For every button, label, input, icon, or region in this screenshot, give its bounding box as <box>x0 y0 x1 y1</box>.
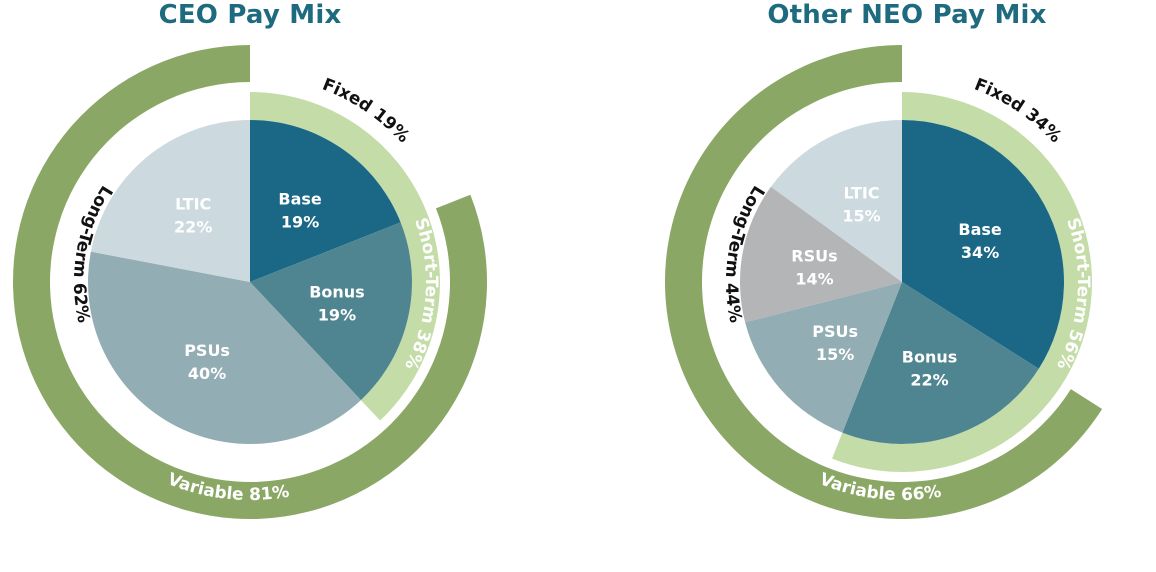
slice-label-ltic: LTIC <box>843 184 879 203</box>
pie-slice-psus <box>745 282 902 433</box>
short-term-ring <box>250 92 441 421</box>
slice-value-ltic: 22% <box>174 217 212 236</box>
neo-pay-mix-chart: Base34%Bonus22%PSUs15%RSUs14%LTIC15%Fixe… <box>664 45 1103 519</box>
pie-slice-base <box>902 120 1064 369</box>
slice-label-rsus: RSUs <box>791 246 837 265</box>
slice-label-ltic: LTIC <box>175 194 211 213</box>
slice-value-psus: 15% <box>816 345 854 364</box>
slice-label-bonus: Bonus <box>902 348 958 367</box>
slice-value-bonus: 19% <box>318 305 356 324</box>
pie-slice-bonus <box>250 222 412 401</box>
slice-label-bonus: Bonus <box>309 282 365 301</box>
pie-slice-bonus <box>842 282 1039 444</box>
slice-label-psus: PSUs <box>812 322 858 341</box>
slice-value-rsus: 14% <box>795 269 833 288</box>
slice-label-base: Base <box>278 189 322 208</box>
pie-slice-rsus <box>740 186 902 323</box>
slice-value-ltic: 15% <box>842 207 880 226</box>
slice-label-psus: PSUs <box>184 341 230 360</box>
pie-slice-ltic <box>90 120 250 282</box>
ceo-chart-title: CEO Pay Mix <box>158 0 342 30</box>
slice-value-base: 34% <box>961 243 999 262</box>
pie-slice-psus <box>88 251 361 444</box>
neo-chart-title: Other NEO Pay Mix <box>767 0 1047 30</box>
slice-value-base: 19% <box>281 212 319 231</box>
pie-slice-base <box>250 120 401 282</box>
pie-slice-ltic <box>770 120 902 282</box>
slice-value-bonus: 22% <box>910 371 948 390</box>
slice-value-psus: 40% <box>188 364 226 383</box>
slice-label-base: Base <box>958 220 1002 239</box>
